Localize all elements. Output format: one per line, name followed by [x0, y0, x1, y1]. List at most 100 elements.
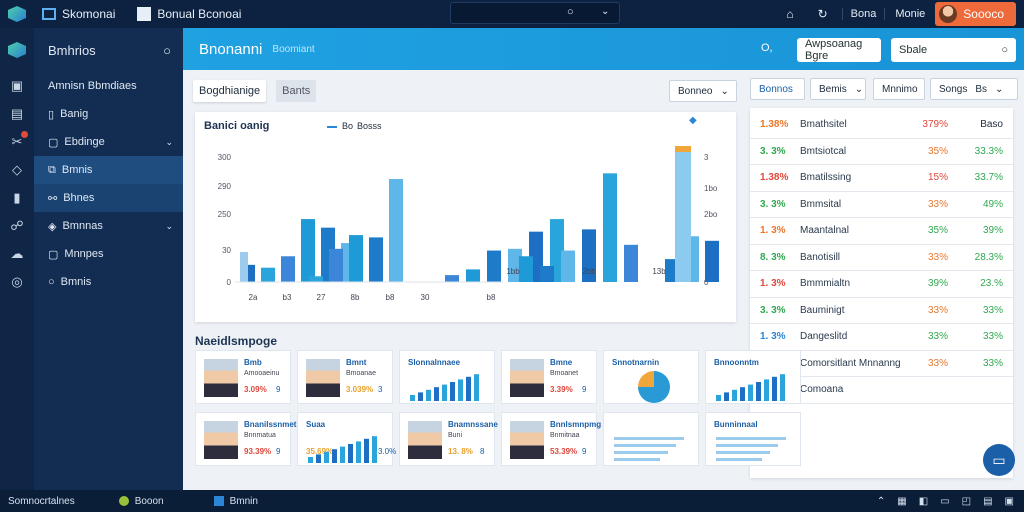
filter-2[interactable]: Mnnimo [873, 78, 925, 100]
notification-icon[interactable]: ◰ [961, 495, 972, 507]
sidebar-item-6[interactable]: ▢ Mnnpes [48, 248, 104, 261]
legend-swatch [327, 120, 337, 128]
sidebar-item-0[interactable]: Amnisn Bbmdiaes [48, 80, 137, 92]
mini-bar [316, 454, 321, 463]
sidebar-item-4[interactable]: ⚯ Bhnes [34, 184, 183, 212]
stat-card[interactable]: Bmnt Bmoanae 3.039% 3 [297, 350, 393, 404]
top-item-0[interactable]: Bona [841, 8, 885, 20]
cloud-icon[interactable]: ☁ [10, 246, 24, 261]
book-icon[interactable]: ▮ [13, 190, 21, 205]
stat-card[interactable] [603, 412, 699, 466]
summary-row[interactable]: 3. 3% Bmmsital 33% 49% [750, 192, 1013, 218]
taskbar-item-1[interactable]: Bmnin [213, 496, 258, 507]
bar [261, 267, 275, 282]
users-icon[interactable]: ☍ [10, 218, 24, 233]
sidebar-item-7[interactable]: ○ Bmnis [48, 276, 92, 288]
bar [369, 237, 383, 282]
header-action-button[interactable]: Awpsoanag Bgre [797, 38, 881, 62]
card-value-2: 9 [276, 447, 281, 456]
global-search[interactable]: ○ ⌄ [450, 2, 620, 24]
chevron-down-icon[interactable]: ⌄ [601, 6, 610, 17]
sidebar-item-5[interactable]: ◈ Bmnnas ⌄ [48, 220, 173, 233]
filter-0[interactable]: Bonnos [750, 78, 805, 100]
summary-row[interactable]: 1. 3% Dangeslitd 33% 33% [750, 324, 1013, 351]
row-value-2: 23.% [980, 278, 1003, 290]
row-label: Bmmmialtn [800, 278, 851, 290]
search-icon: ○ [1001, 44, 1008, 56]
bar [675, 146, 691, 152]
taskbar: Somnocrtalnes Booon Bmnin ⌃ ▦ ◧ ▭ ◰ ▤ ▣ [0, 490, 1024, 512]
tab-1[interactable]: Bants [276, 80, 317, 102]
search-icon[interactable]: O, [761, 42, 773, 54]
summary-row[interactable]: 1.38% Bmathsitel 379% Baso [750, 112, 1013, 139]
stat-card[interactable]: Bmne Bmoanet 3.39% 9 [501, 350, 597, 404]
refresh-icon[interactable]: ↻ [817, 7, 828, 21]
tools-icon[interactable]: ✂ [0, 128, 34, 156]
chat-button[interactable]: ▭ [983, 444, 1015, 476]
network-icon[interactable]: ▦ [897, 495, 907, 507]
chat-icon: ▭ [992, 451, 1006, 468]
app-name[interactable]: Skomonai [42, 7, 115, 21]
row-change: 1. 3% [760, 278, 786, 290]
cube-icon[interactable] [0, 28, 34, 72]
top-item-1[interactable]: Monie [884, 8, 935, 20]
mini-bar [732, 389, 737, 401]
sidebar-item-3[interactable]: ⧉ Bmnis [34, 156, 183, 184]
summary-row[interactable]: 3. 3% Bmtsiotcal 35% 33.3% [750, 139, 1013, 165]
chevron-up-icon[interactable]: ⌃ [876, 495, 886, 507]
user-pill[interactable]: Soooco [935, 2, 1016, 26]
card-title: Bnanilssnmet [244, 420, 297, 429]
sidebar-item-1[interactable]: ▯ Banig [48, 108, 89, 121]
stat-card[interactable]: Bnnlsmnpmg Bnmitnaa 53.39% 9 [501, 412, 601, 466]
stat-card[interactable]: Slonnalnnaee [399, 350, 495, 404]
summary-row[interactable]: 1.38% Bmatilssing 15% 33.7% [750, 165, 1013, 192]
stat-card[interactable]: Suaa 35.69% 3.0% [297, 412, 396, 466]
sidebar-item-2[interactable]: ▢ Ebdinge ⌄ [48, 136, 173, 149]
main-dropdown[interactable]: Bonneo ⌄ [669, 80, 737, 102]
person-photo [510, 359, 544, 397]
table-icon[interactable]: ▤ [10, 106, 24, 121]
stat-card[interactable]: Bnnoonntm [705, 350, 801, 404]
mini-bar [348, 444, 353, 463]
stat-card[interactable]: Bmb Amooaeinu 3.09% 9 [195, 350, 291, 404]
filter-1[interactable]: Bemis ⌄ [810, 78, 866, 100]
tab-0[interactable]: Bogdhianige [193, 80, 267, 102]
summary-row[interactable]: 3. 3% Bauminigt 33% 33% [750, 298, 1013, 324]
mini-bar [614, 444, 676, 447]
summary-row[interactable]: 1. 3% Maantalnal 35% 39% [750, 218, 1013, 245]
keyboard-icon[interactable]: ▣ [1004, 495, 1014, 507]
row-value-2: 33.3% [974, 145, 1003, 157]
clock-icon[interactable]: ▤ [983, 495, 993, 507]
stat-card[interactable]: Bnanilssnmet Bnnmatua 93.39% 9 [195, 412, 296, 466]
card-title: Suaa [306, 420, 326, 429]
globe-icon[interactable]: ◎ [11, 274, 23, 289]
stat-card[interactable]: Bnamnssane Buni 13. 8% 8 [399, 412, 498, 466]
stat-card[interactable]: Bunninnaal [705, 412, 801, 466]
bar [624, 244, 638, 282]
battery-icon[interactable]: ▭ [940, 495, 950, 507]
tab-bar: Bogdhianige Bants [193, 80, 317, 102]
row-change: 1. 3% [760, 331, 786, 343]
stat-card[interactable]: Snnotnarnin [603, 350, 699, 404]
pie-slice [638, 371, 654, 387]
app-logo[interactable] [8, 6, 26, 22]
chevron-down-icon: ⌄ [165, 136, 173, 147]
mini-bar [614, 451, 668, 454]
dashboard-icon[interactable]: ▣ [10, 78, 24, 93]
home-icon[interactable]: ⌂ [786, 7, 794, 21]
summary-row[interactable]: 1. 3% Bmmmialtn 39% 23.% [750, 271, 1013, 298]
summary-row[interactable]: 8. 3% Banotisill 33% 28.3% [750, 245, 1013, 271]
card-title: Bmne [550, 358, 573, 367]
search-icon[interactable]: ○ [163, 42, 171, 58]
mini-bar [434, 387, 439, 401]
icon-rail: ▣ ▤ ✂ ◇ ▮ ☍ ☁ ◎ [0, 28, 34, 490]
mini-chart [716, 437, 786, 461]
taskbar-item-0[interactable]: Booon [118, 496, 164, 507]
header-search-input[interactable]: Sbale ○ [891, 38, 1016, 62]
filter-3[interactable]: Songs Bs ⌄ [930, 78, 1018, 100]
volume-icon[interactable]: ◧ [918, 495, 929, 507]
shield-icon[interactable]: ◇ [12, 162, 22, 177]
info-icon[interactable]: ◆ [689, 115, 697, 126]
taskbar-start[interactable]: Somnocrtalnes [8, 495, 75, 507]
